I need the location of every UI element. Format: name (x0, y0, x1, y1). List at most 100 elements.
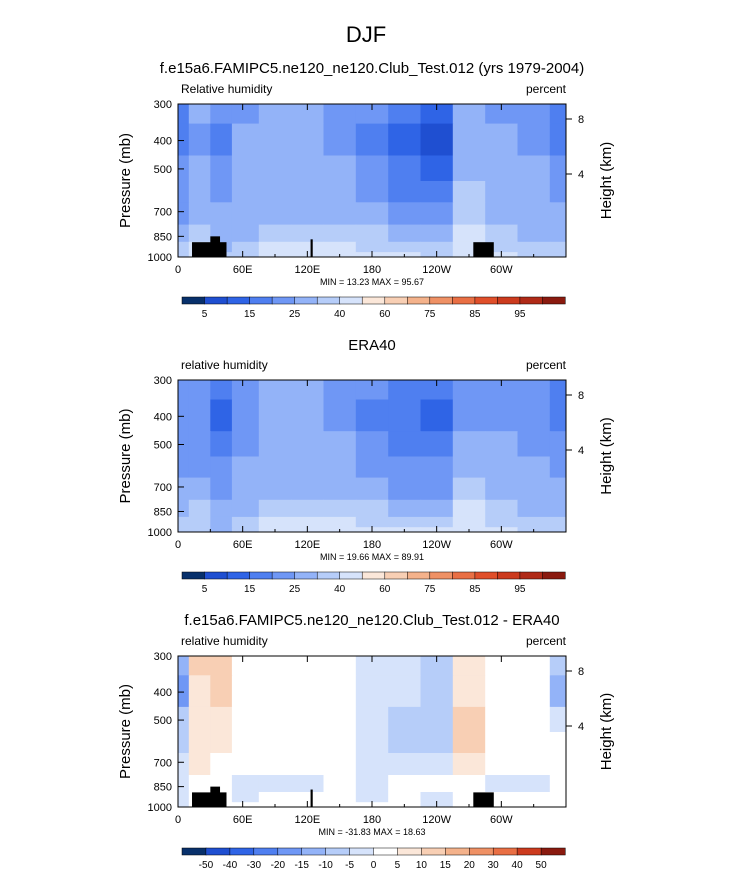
field-cell (420, 224, 454, 243)
field-cell (178, 732, 190, 754)
field-cell (231, 802, 260, 807)
field-cell (517, 123, 551, 157)
field-cell (355, 775, 389, 793)
field-cell (420, 706, 454, 733)
topography-mask (473, 242, 494, 257)
field-cell (210, 202, 233, 226)
contour-field (178, 380, 566, 532)
field-cell (258, 241, 292, 253)
field-cell (188, 155, 211, 182)
field-cell (258, 155, 292, 182)
colorbar-label: 85 (469, 584, 481, 595)
field-cell (231, 477, 260, 501)
field-cell (291, 431, 325, 458)
y-tick-label: 850 (154, 782, 172, 794)
field-cell (231, 241, 260, 253)
field-cell (258, 775, 292, 793)
field-cell (420, 202, 454, 226)
min-max-stats: MIN = -31.83 MAX = 18.63 (318, 827, 425, 837)
field-cell (420, 656, 454, 676)
field-cell (355, 104, 389, 125)
field-cell (231, 456, 260, 479)
field-cell (549, 477, 566, 501)
field-cell (178, 202, 190, 226)
colorbar-swatch (277, 847, 303, 856)
field-cell (210, 753, 233, 776)
colorbar-label: 15 (244, 584, 256, 595)
field-cell (178, 104, 190, 125)
field-cell (323, 775, 357, 793)
field-cell (517, 399, 551, 432)
field-cell (323, 675, 357, 708)
field-cell (420, 380, 454, 401)
colorbar-label: 0 (371, 860, 377, 871)
field-cell (291, 123, 325, 157)
colorbar-swatch (519, 571, 543, 580)
field-cell (210, 456, 233, 479)
field-cell (549, 399, 566, 432)
field-cell (549, 252, 566, 257)
field-cell (485, 181, 519, 203)
colorbar-label: -15 (294, 860, 309, 871)
colorbar-label: 95 (514, 309, 526, 320)
field-cell (355, 181, 389, 203)
field-cell (388, 380, 422, 401)
panel-title: ERA40 (348, 337, 396, 354)
colorbar-label: 60 (379, 584, 391, 595)
field-cell (420, 477, 454, 501)
colorbar-swatch (397, 847, 422, 856)
field-cell (485, 656, 519, 676)
field-cell (517, 456, 551, 479)
field-cell (188, 732, 211, 754)
field-cell (188, 656, 211, 676)
colorbar-swatch (407, 296, 431, 305)
field-cell (178, 675, 190, 708)
colorbar: 5 15 25 40 60 75 85 95 (181, 296, 566, 320)
field-cell (231, 123, 260, 157)
colorbar-label: 40 (512, 860, 524, 871)
y-tick-label: 700 (154, 482, 172, 494)
field-cell (420, 499, 454, 518)
colorbar-swatch (407, 571, 431, 580)
y-tick-label: 500 (154, 439, 172, 451)
field-cell (549, 516, 566, 528)
field-cell (291, 181, 325, 203)
colorbar-swatch (253, 847, 279, 856)
colorbar-label: 25 (289, 309, 301, 320)
field-cell (517, 753, 551, 776)
field-cell (291, 675, 325, 708)
field-cell (188, 399, 211, 432)
field-cell (388, 675, 422, 708)
colorbar-label: 50 (536, 860, 548, 871)
x-tick-label: 60W (490, 264, 513, 276)
colorbar-swatch (452, 296, 476, 305)
field-cell (210, 516, 233, 528)
field-cell (355, 732, 389, 754)
colorbar-swatch (421, 847, 446, 856)
colorbar-swatch (542, 571, 566, 580)
field-cell (210, 706, 233, 733)
field-cell (452, 399, 486, 432)
field-cell (323, 241, 357, 253)
field-cell (231, 753, 260, 776)
field-cell (178, 802, 190, 807)
field-cell (452, 241, 486, 253)
field-cell (210, 656, 233, 676)
colorbar-swatch (469, 847, 494, 856)
y-right-tick-label: 4 (578, 721, 584, 733)
field-cell (323, 123, 357, 157)
field-cell (388, 181, 422, 203)
field-cell (452, 104, 486, 125)
colorbar-label: 60 (379, 309, 391, 320)
x-tick-label: 180 (363, 264, 381, 276)
field-cell (323, 656, 357, 676)
field-cell (291, 516, 325, 528)
panel-1: f.e15a6.FAMIPC5.ne120_ne120.Club_Test.01… (117, 60, 615, 320)
field-cell (549, 456, 566, 479)
field-cell (291, 155, 325, 182)
field-cell (178, 527, 190, 532)
field-cell (188, 516, 211, 528)
colorbar-label: -50 (199, 860, 214, 871)
field-cell (355, 516, 389, 528)
colorbar-swatch (361, 571, 386, 580)
